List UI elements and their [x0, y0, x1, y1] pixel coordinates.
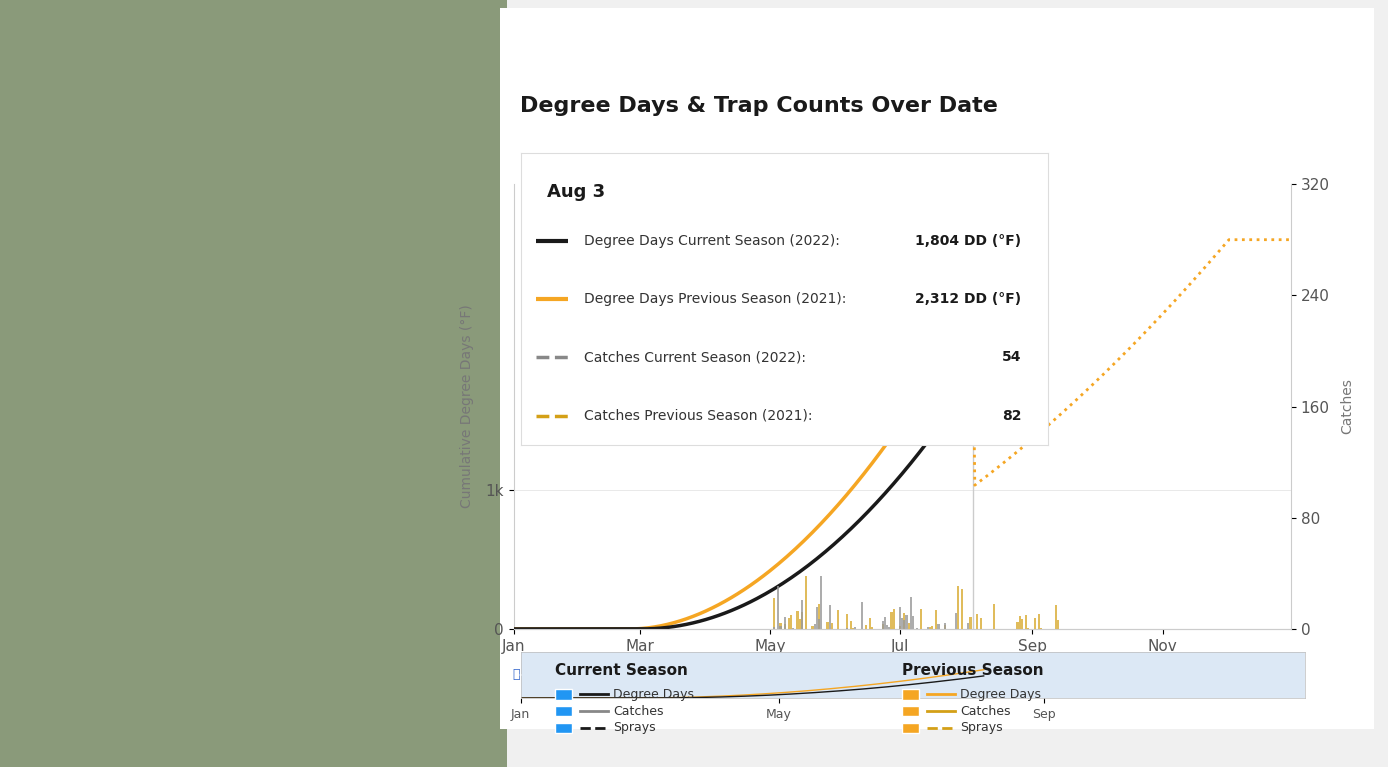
Bar	[967, 623, 969, 629]
Bar	[936, 610, 937, 629]
Text: ⏸: ⏸	[512, 669, 520, 681]
Bar	[976, 614, 979, 629]
Bar	[1016, 622, 1019, 629]
Text: Catches Current Season (2022):: Catches Current Season (2022):	[584, 351, 806, 364]
Bar	[869, 618, 872, 629]
Bar	[884, 617, 886, 629]
Text: Catches: Catches	[960, 705, 1010, 717]
Text: Sprays: Sprays	[960, 722, 1004, 734]
Bar	[905, 614, 908, 629]
Bar	[1020, 620, 1023, 629]
Bar	[929, 627, 931, 629]
Text: Sprays: Sprays	[613, 722, 657, 734]
Bar	[901, 618, 904, 629]
Point	[962, 372, 984, 384]
Text: Degree Days Previous Season (2021):: Degree Days Previous Season (2021):	[584, 292, 847, 306]
Text: Catches Previous Season (2021):: Catches Previous Season (2021):	[584, 409, 812, 423]
Bar	[891, 612, 892, 629]
Text: Previous Season: Previous Season	[902, 663, 1044, 678]
Text: Current Season: Current Season	[555, 663, 688, 678]
Bar	[812, 626, 813, 629]
Bar	[780, 627, 781, 629]
Bar	[845, 627, 848, 629]
Bar	[777, 586, 780, 629]
Text: Degree Days: Degree Days	[613, 688, 694, 700]
Text: 1,804 DD (°F): 1,804 DD (°F)	[916, 234, 1022, 248]
Bar	[813, 624, 816, 629]
Bar	[829, 604, 830, 629]
Bar	[816, 607, 818, 629]
Bar	[886, 625, 888, 629]
Bar	[980, 618, 983, 629]
Text: 82: 82	[1002, 409, 1022, 423]
Bar	[797, 611, 798, 629]
Y-axis label: Catches: Catches	[1341, 379, 1355, 434]
Bar	[852, 627, 854, 629]
Bar	[955, 614, 956, 629]
Bar	[865, 625, 868, 629]
Bar	[927, 627, 929, 629]
Bar	[909, 597, 912, 629]
Bar	[773, 598, 775, 629]
Text: Catches: Catches	[613, 705, 663, 717]
Bar	[826, 622, 829, 629]
Bar	[920, 609, 923, 629]
Bar	[956, 586, 959, 629]
Bar	[793, 628, 794, 629]
Bar	[1055, 605, 1058, 629]
Text: 2,312 DD (°F): 2,312 DD (°F)	[916, 292, 1022, 306]
Bar	[937, 624, 940, 629]
Y-axis label: Cumulative Degree Days (°F): Cumulative Degree Days (°F)	[461, 304, 475, 509]
Bar	[790, 614, 793, 629]
Bar	[899, 607, 901, 629]
Bar	[784, 624, 786, 629]
Bar	[830, 624, 833, 629]
Bar	[1024, 615, 1027, 629]
Bar	[881, 624, 884, 629]
Bar	[784, 617, 786, 629]
Bar	[798, 618, 801, 629]
Bar	[837, 610, 840, 629]
Bar	[818, 604, 820, 629]
Bar	[788, 618, 790, 629]
Bar	[805, 576, 808, 629]
Bar	[944, 624, 947, 629]
Bar	[820, 576, 822, 629]
Text: Degree Days: Degree Days	[960, 688, 1041, 700]
Bar	[861, 602, 863, 629]
Bar	[881, 621, 884, 629]
Bar	[892, 609, 895, 629]
Bar	[1019, 616, 1020, 629]
Text: Aug 3: Aug 3	[547, 183, 605, 200]
Bar	[773, 627, 775, 629]
Bar	[854, 627, 856, 629]
Bar	[960, 589, 963, 629]
Bar	[888, 627, 891, 629]
Bar	[944, 624, 947, 629]
Bar	[969, 617, 972, 629]
Text: Degree Days Current Season (2022):: Degree Days Current Season (2022):	[584, 234, 840, 248]
Bar	[899, 626, 901, 629]
Bar	[780, 624, 781, 629]
Bar	[904, 613, 905, 629]
Bar	[1058, 621, 1059, 629]
Bar	[818, 620, 820, 629]
Bar	[1034, 617, 1035, 629]
Text: Degree Days & Trap Counts Over Date: Degree Days & Trap Counts Over Date	[520, 96, 998, 116]
Bar	[872, 627, 873, 629]
Bar	[801, 600, 802, 629]
Bar	[849, 621, 852, 629]
Bar	[1038, 614, 1040, 629]
Bar	[912, 616, 913, 629]
Bar	[916, 627, 919, 629]
Bar	[1040, 628, 1042, 629]
Bar	[992, 604, 995, 629]
Bar	[904, 621, 905, 629]
Bar	[931, 627, 933, 629]
Bar	[801, 612, 802, 629]
Bar	[908, 623, 909, 629]
Text: 54: 54	[1002, 351, 1022, 364]
Bar	[845, 614, 848, 629]
